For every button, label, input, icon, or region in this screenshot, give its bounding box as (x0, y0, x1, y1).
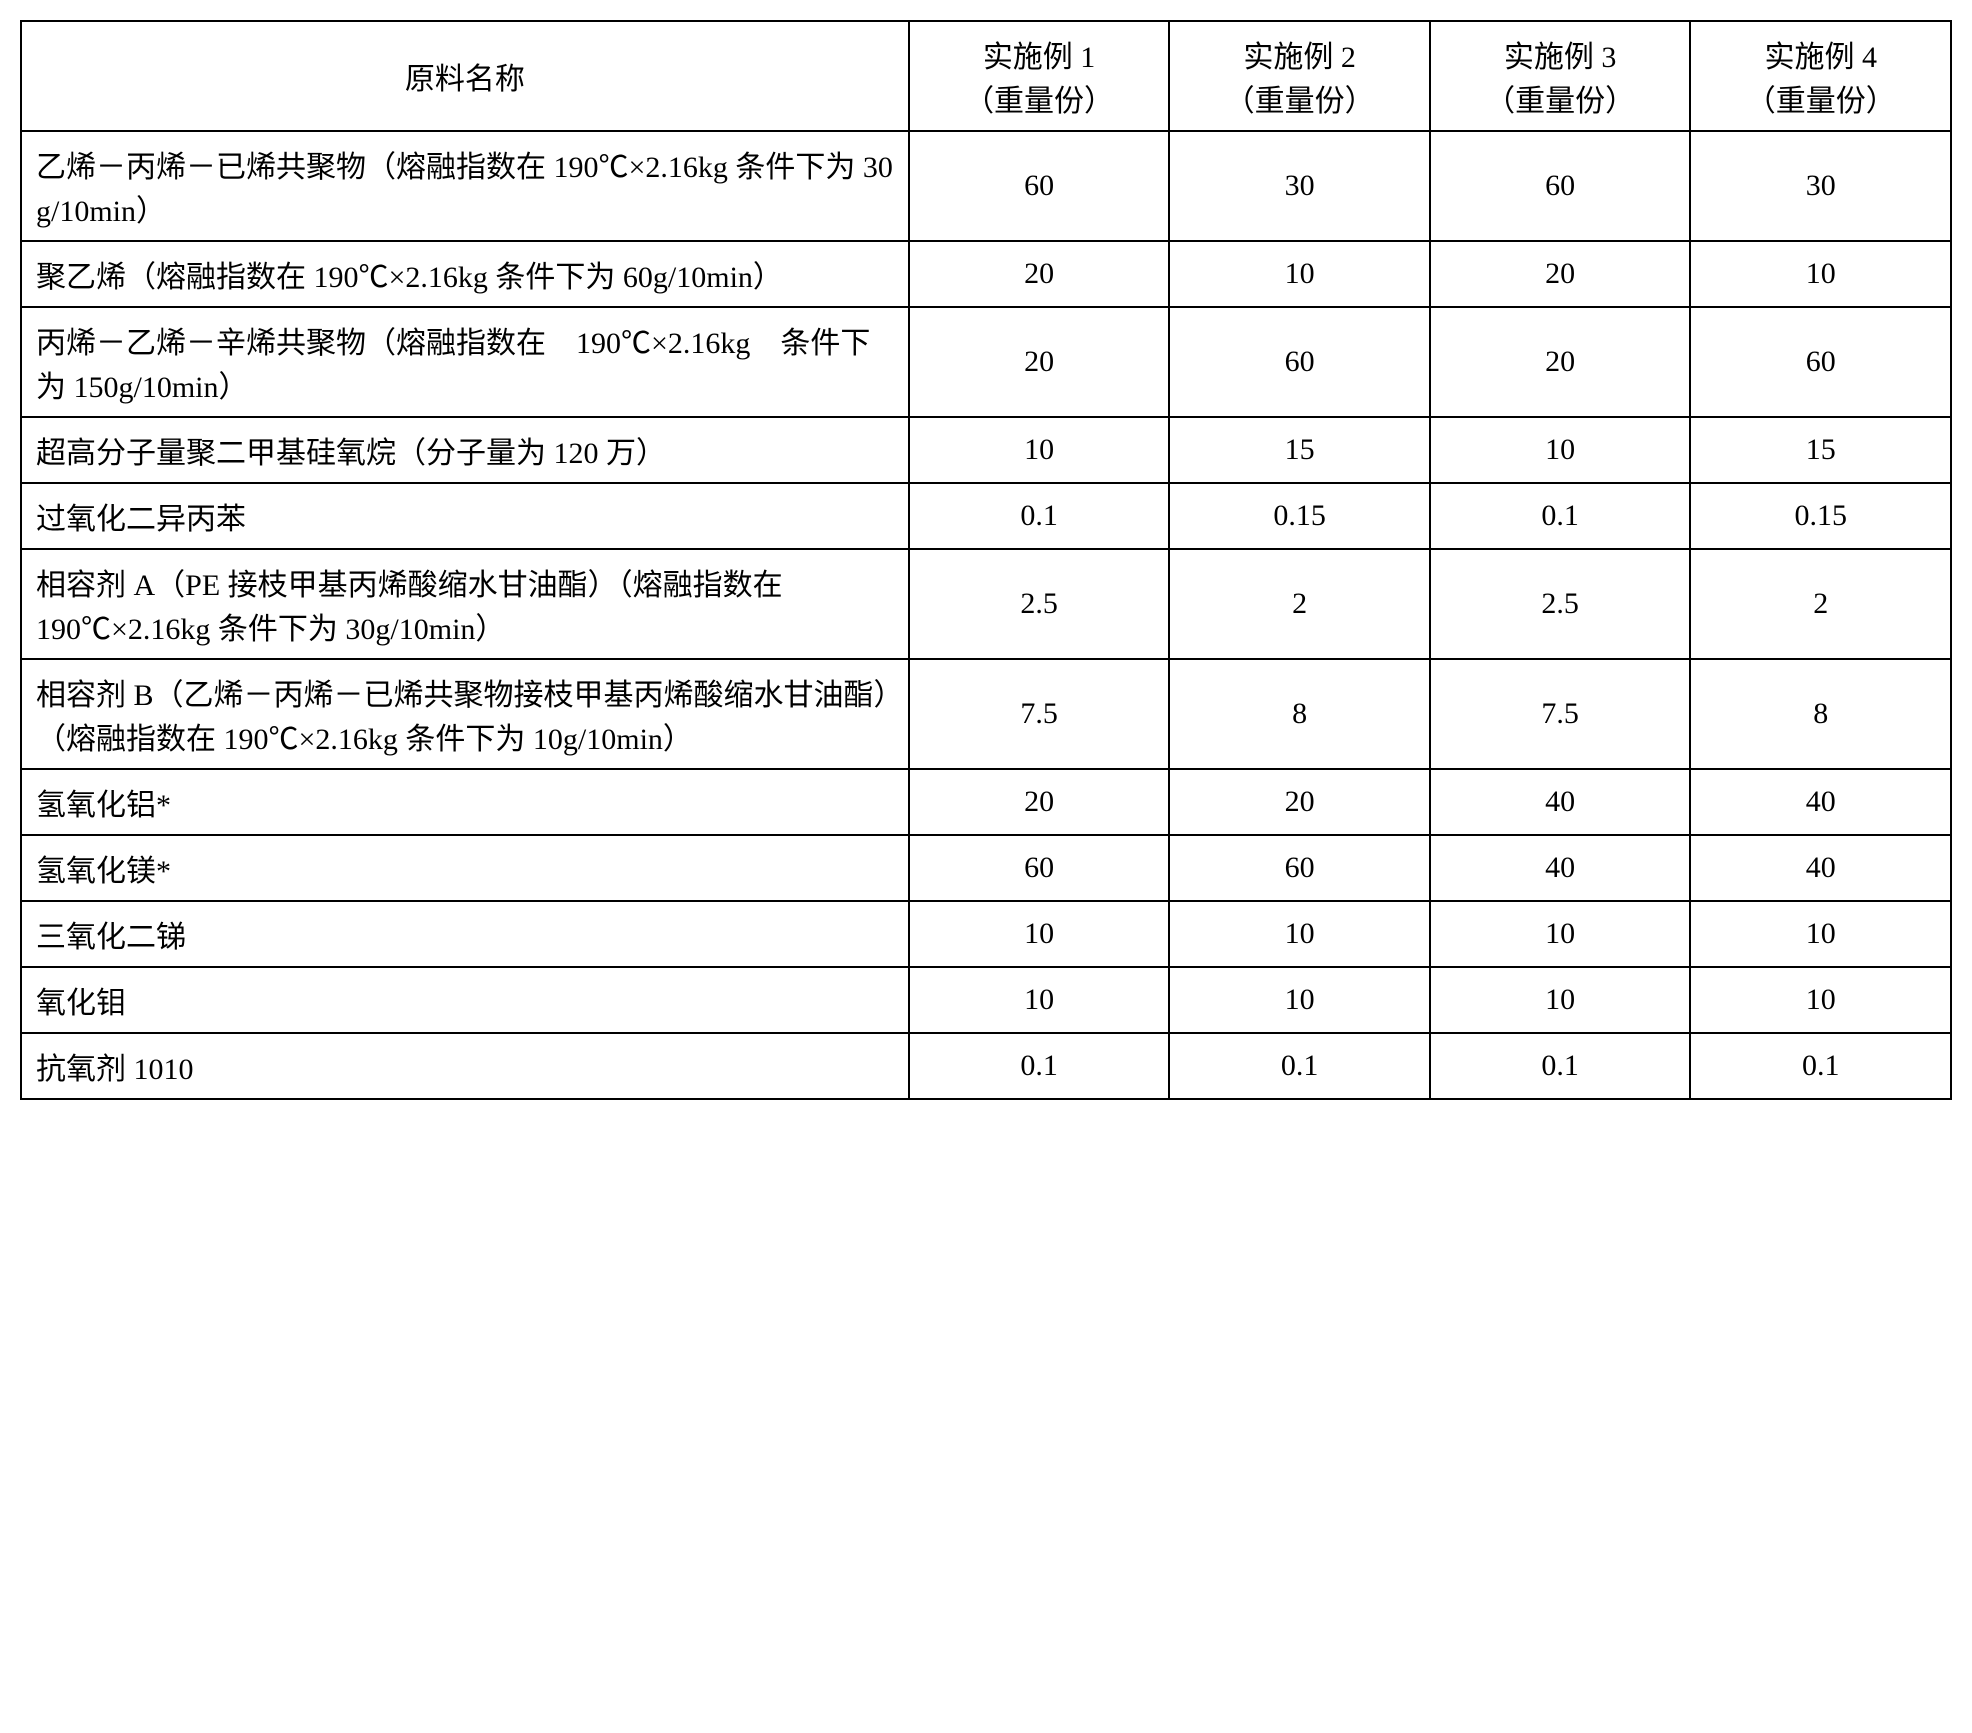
table-row: 相容剂 A（PE 接枝甲基丙烯酸缩水甘油酯）（熔融指数在 190℃×2.16kg… (21, 549, 1951, 659)
header-ex3: 实施例 3 （重量份） (1430, 21, 1691, 131)
cell-value: 20 (909, 241, 1170, 307)
table-header-row: 原料名称 实施例 1 （重量份） 实施例 2 （重量份） 实施例 3 （重量份）… (21, 21, 1951, 131)
header-name: 原料名称 (21, 21, 909, 131)
cell-value: 20 (1169, 769, 1430, 835)
table-row: 氧化钼10101010 (21, 967, 1951, 1033)
cell-value: 60 (1169, 835, 1430, 901)
cell-value: 2.5 (1430, 549, 1691, 659)
header-ex1: 实施例 1 （重量份） (909, 21, 1170, 131)
cell-value: 10 (909, 901, 1170, 967)
cell-value: 10 (1690, 967, 1951, 1033)
header-ex4-title: 实施例 4 (1764, 41, 1877, 74)
cell-value: 40 (1430, 835, 1691, 901)
table-row: 三氧化二锑10101010 (21, 901, 1951, 967)
cell-value: 0.15 (1690, 483, 1951, 549)
header-ex3-title: 实施例 3 (1504, 41, 1617, 74)
cell-value: 0.1 (1430, 1033, 1691, 1099)
materials-table: 原料名称 实施例 1 （重量份） 实施例 2 （重量份） 实施例 3 （重量份）… (20, 20, 1952, 1100)
cell-value: 0.1 (1430, 483, 1691, 549)
material-name: 相容剂 A（PE 接枝甲基丙烯酸缩水甘油酯）（熔融指数在 190℃×2.16kg… (21, 549, 909, 659)
material-name: 丙烯－乙烯－辛烯共聚物（熔融指数在 190℃×2.16kg 条件下为 150g/… (21, 307, 909, 417)
cell-value: 0.1 (1169, 1033, 1430, 1099)
cell-value: 10 (1430, 901, 1691, 967)
cell-value: 60 (1169, 307, 1430, 417)
material-name: 乙烯－丙烯－已烯共聚物（熔融指数在 190℃×2.16kg 条件下为 30 g/… (21, 131, 909, 241)
cell-value: 7.5 (909, 659, 1170, 769)
cell-value: 20 (1430, 241, 1691, 307)
cell-value: 15 (1169, 417, 1430, 483)
material-name: 氢氧化镁* (21, 835, 909, 901)
table-row: 过氧化二异丙苯0.10.150.10.15 (21, 483, 1951, 549)
cell-value: 20 (909, 769, 1170, 835)
header-ex4: 实施例 4 （重量份） (1690, 21, 1951, 131)
cell-value: 60 (1430, 131, 1691, 241)
cell-value: 10 (1690, 901, 1951, 967)
cell-value: 10 (1430, 417, 1691, 483)
cell-value: 8 (1690, 659, 1951, 769)
cell-value: 0.15 (1169, 483, 1430, 549)
material-name: 相容剂 B（乙烯－丙烯－已烯共聚物接枝甲基丙烯酸缩水甘油酯）（熔融指数在 190… (21, 659, 909, 769)
material-name: 超高分子量聚二甲基硅氧烷（分子量为 120 万） (21, 417, 909, 483)
table-row: 抗氧剂 10100.10.10.10.1 (21, 1033, 1951, 1099)
cell-value: 30 (1169, 131, 1430, 241)
cell-value: 0.1 (909, 1033, 1170, 1099)
cell-value: 30 (1690, 131, 1951, 241)
table-row: 乙烯－丙烯－已烯共聚物（熔融指数在 190℃×2.16kg 条件下为 30 g/… (21, 131, 1951, 241)
cell-value: 20 (909, 307, 1170, 417)
cell-value: 10 (1690, 241, 1951, 307)
cell-value: 60 (1690, 307, 1951, 417)
material-name: 三氧化二锑 (21, 901, 909, 967)
material-name: 氢氧化铝* (21, 769, 909, 835)
cell-value: 10 (1169, 901, 1430, 967)
cell-value: 10 (1430, 967, 1691, 1033)
header-ex2-title: 实施例 2 (1243, 41, 1356, 74)
table-row: 氢氧化镁*60604040 (21, 835, 1951, 901)
cell-value: 10 (909, 967, 1170, 1033)
table-row: 氢氧化铝*20204040 (21, 769, 1951, 835)
header-ex1-title: 实施例 1 (983, 41, 1096, 74)
cell-value: 0.1 (1690, 1033, 1951, 1099)
cell-value: 10 (909, 417, 1170, 483)
header-ex2: 实施例 2 （重量份） (1169, 21, 1430, 131)
cell-value: 60 (909, 131, 1170, 241)
header-ex3-sub: （重量份） (1445, 76, 1676, 120)
cell-value: 40 (1690, 769, 1951, 835)
table-row: 丙烯－乙烯－辛烯共聚物（熔融指数在 190℃×2.16kg 条件下为 150g/… (21, 307, 1951, 417)
cell-value: 15 (1690, 417, 1951, 483)
cell-value: 2.5 (909, 549, 1170, 659)
material-name: 抗氧剂 1010 (21, 1033, 909, 1099)
cell-value: 0.1 (909, 483, 1170, 549)
header-ex1-sub: （重量份） (924, 76, 1155, 120)
material-name: 过氧化二异丙苯 (21, 483, 909, 549)
table-body: 乙烯－丙烯－已烯共聚物（熔融指数在 190℃×2.16kg 条件下为 30 g/… (21, 131, 1951, 1099)
cell-value: 20 (1430, 307, 1691, 417)
header-ex2-sub: （重量份） (1184, 76, 1415, 120)
material-name: 聚乙烯（熔融指数在 190℃×2.16kg 条件下为 60g/10min） (21, 241, 909, 307)
header-ex4-sub: （重量份） (1705, 76, 1936, 120)
table-row: 聚乙烯（熔融指数在 190℃×2.16kg 条件下为 60g/10min）201… (21, 241, 1951, 307)
table-row: 相容剂 B（乙烯－丙烯－已烯共聚物接枝甲基丙烯酸缩水甘油酯）（熔融指数在 190… (21, 659, 1951, 769)
cell-value: 40 (1690, 835, 1951, 901)
cell-value: 2 (1690, 549, 1951, 659)
material-name: 氧化钼 (21, 967, 909, 1033)
cell-value: 10 (1169, 967, 1430, 1033)
cell-value: 8 (1169, 659, 1430, 769)
cell-value: 40 (1430, 769, 1691, 835)
table-row: 超高分子量聚二甲基硅氧烷（分子量为 120 万）10151015 (21, 417, 1951, 483)
cell-value: 10 (1169, 241, 1430, 307)
cell-value: 7.5 (1430, 659, 1691, 769)
cell-value: 60 (909, 835, 1170, 901)
cell-value: 2 (1169, 549, 1430, 659)
